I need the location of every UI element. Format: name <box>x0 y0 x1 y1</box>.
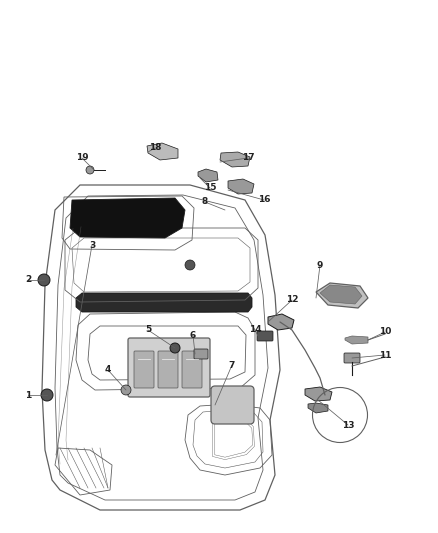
Polygon shape <box>305 387 332 401</box>
Text: 11: 11 <box>379 351 391 359</box>
Polygon shape <box>268 314 294 330</box>
Text: 16: 16 <box>258 196 270 205</box>
FancyBboxPatch shape <box>182 351 202 388</box>
Text: 7: 7 <box>229 360 235 369</box>
FancyBboxPatch shape <box>211 386 254 424</box>
Circle shape <box>41 389 53 401</box>
FancyBboxPatch shape <box>158 351 178 388</box>
Text: 8: 8 <box>202 198 208 206</box>
Text: 9: 9 <box>317 261 323 270</box>
Circle shape <box>86 166 94 174</box>
Polygon shape <box>147 143 178 160</box>
Polygon shape <box>320 285 362 304</box>
Circle shape <box>38 274 50 286</box>
Text: 1: 1 <box>25 391 31 400</box>
Polygon shape <box>220 152 250 167</box>
Text: 4: 4 <box>105 366 111 375</box>
Text: 3: 3 <box>89 240 95 249</box>
Text: 5: 5 <box>145 326 151 335</box>
Polygon shape <box>308 403 328 413</box>
Polygon shape <box>198 169 218 182</box>
FancyBboxPatch shape <box>257 331 273 341</box>
Text: 17: 17 <box>242 154 254 163</box>
Polygon shape <box>70 198 185 238</box>
FancyBboxPatch shape <box>134 351 154 388</box>
Text: 10: 10 <box>379 327 391 336</box>
FancyBboxPatch shape <box>128 338 210 397</box>
Circle shape <box>170 343 180 353</box>
Polygon shape <box>345 336 368 344</box>
Circle shape <box>185 260 195 270</box>
FancyBboxPatch shape <box>344 353 360 363</box>
Text: 13: 13 <box>342 421 354 430</box>
Text: 6: 6 <box>190 330 196 340</box>
Polygon shape <box>76 293 252 312</box>
Text: 18: 18 <box>149 143 161 152</box>
Polygon shape <box>316 283 368 308</box>
Text: 12: 12 <box>286 295 298 304</box>
Text: 14: 14 <box>249 326 261 335</box>
FancyBboxPatch shape <box>194 349 208 359</box>
Text: 15: 15 <box>204 183 216 192</box>
Text: 19: 19 <box>76 154 88 163</box>
Circle shape <box>121 385 131 395</box>
Text: 2: 2 <box>25 276 31 285</box>
Polygon shape <box>228 179 254 194</box>
